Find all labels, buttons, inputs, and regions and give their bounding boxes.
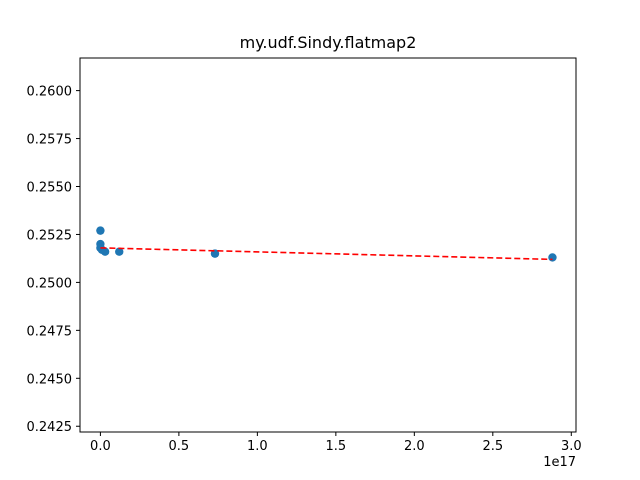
x-offset-label: 1e17 — [543, 455, 576, 470]
trend-line — [100, 247, 553, 261]
x-tick-label: 1.5 — [326, 439, 347, 454]
y-tick-label: 0.2500 — [27, 276, 73, 291]
y-tick-label: 0.2550 — [27, 181, 73, 196]
x-tick-label: 1.0 — [247, 439, 268, 454]
data-point — [115, 247, 124, 256]
y-tick-label: 0.2600 — [27, 85, 73, 100]
y-tick-label: 0.2525 — [27, 228, 73, 243]
data-point — [548, 253, 557, 262]
plot-area: 0.0 0.5 1.0 1.5 2.0 2.5 3.0 0.2425 0.2450 0.2475 0… — [27, 57, 582, 454]
plot-frame — [79, 57, 577, 433]
data-point — [100, 247, 110, 256]
y-tick-label: 0.2450 — [27, 372, 73, 387]
chart-title: my.udf.Sindy.flatmap2 — [240, 33, 417, 52]
x-tick-label: 3.0 — [561, 439, 582, 454]
data-point — [96, 226, 105, 235]
y-tick-label: 0.2575 — [27, 133, 73, 148]
x-tick-label: 0.0 — [90, 439, 111, 454]
x-tick-label: 0.5 — [169, 439, 190, 454]
y-tick-label: 0.2475 — [27, 324, 73, 339]
x-tick-label: 2.0 — [404, 439, 425, 454]
y-tick-label: 0.2425 — [27, 420, 73, 435]
x-tick-label: 2.5 — [482, 439, 503, 454]
